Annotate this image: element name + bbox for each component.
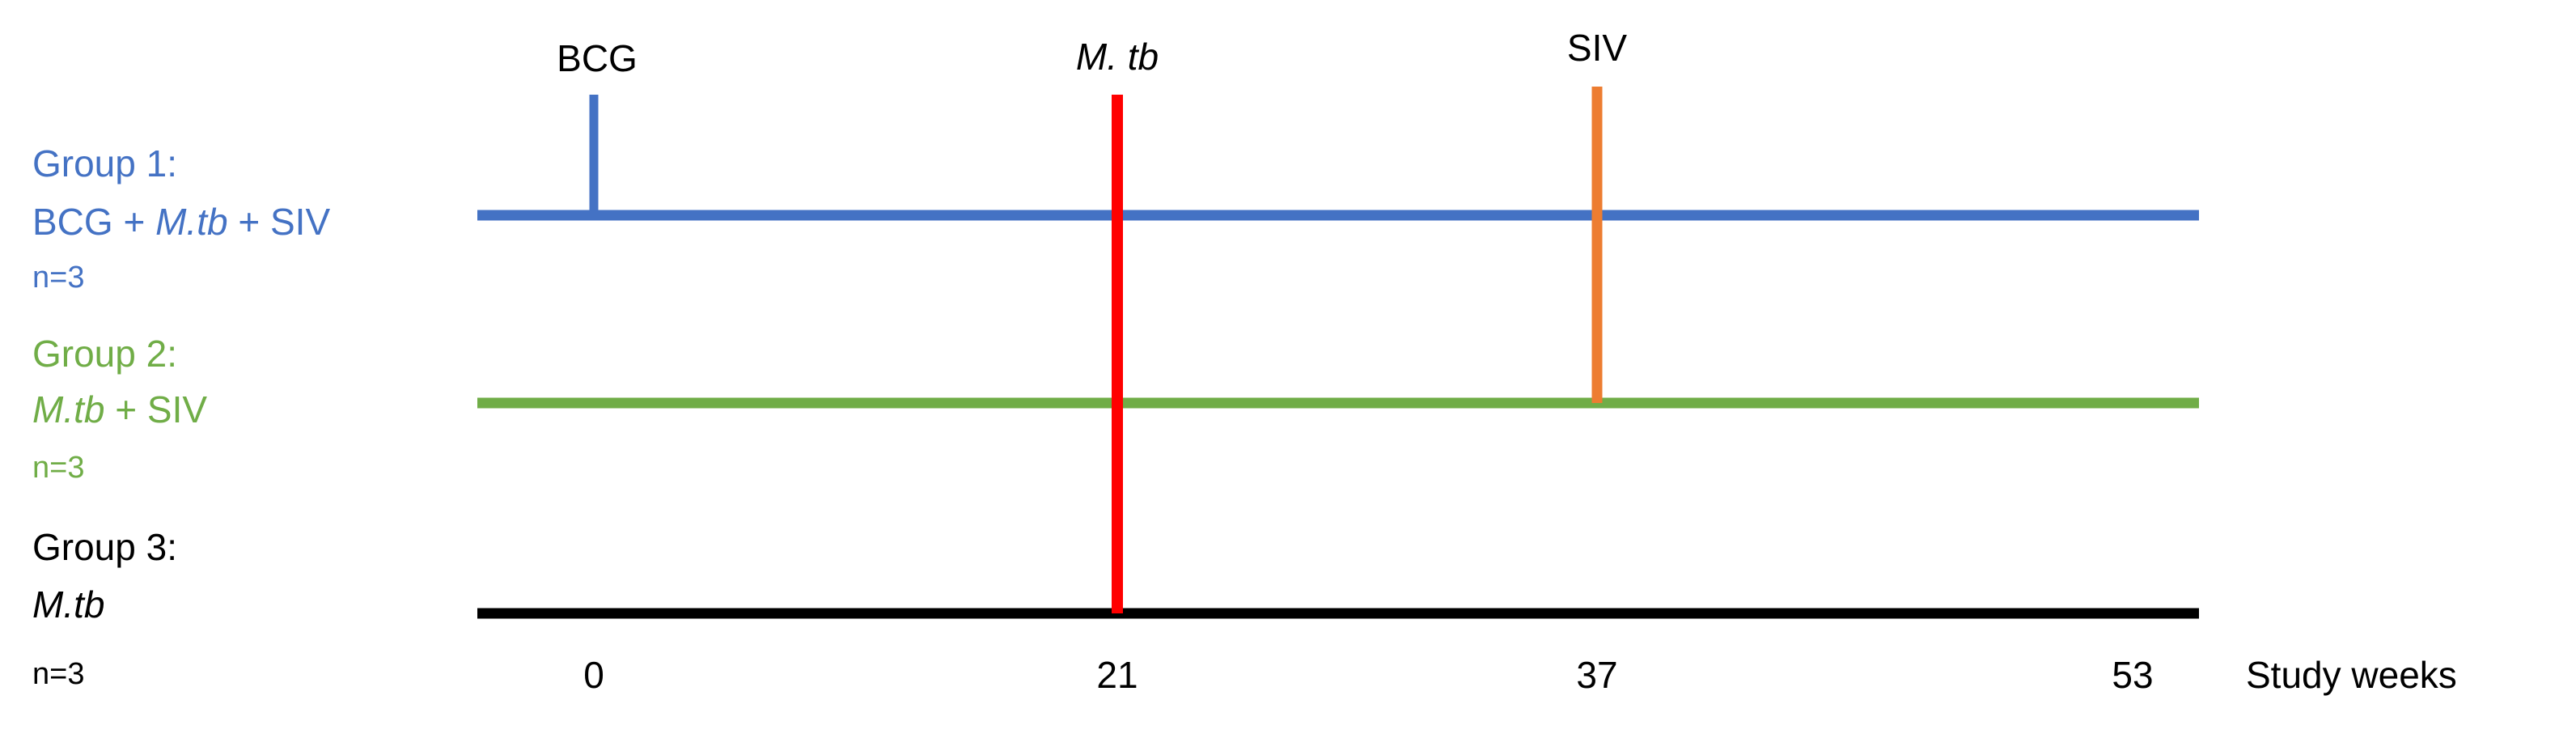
mtb-event-label: M. tb	[1076, 36, 1159, 78]
group-2-title: Group 2:	[32, 333, 177, 375]
axis-tick-53: 53	[2112, 654, 2153, 696]
axis-tick-21: 21	[1096, 654, 1138, 696]
group-1-title: Group 1:	[32, 142, 177, 184]
axis-tick-0: 0	[583, 654, 604, 696]
axis-unit-label: Study weeks	[2246, 654, 2457, 696]
group-2-regimen: M.tb + SIV	[32, 388, 207, 430]
axis-tick-37: 37	[1576, 654, 1617, 696]
group-2-n: n=3	[32, 451, 84, 485]
group-3-n: n=3	[32, 657, 84, 691]
group-3-title: Group 3:	[32, 526, 177, 568]
group-1-regimen: BCG + M.tb + SIV	[32, 201, 330, 243]
group-3-regimen: M.tb	[32, 583, 104, 626]
group-1-label: Group 1: BCG + M.tb + SIV n=3	[32, 142, 330, 295]
siv-event-label: SIV	[1567, 27, 1627, 69]
bcg-event-label: BCG	[557, 37, 638, 79]
group-3-label: Group 3: M.tb n=3	[32, 526, 177, 691]
group-1-n: n=3	[32, 261, 84, 295]
group-2-label: Group 2: M.tb + SIV n=3	[32, 333, 207, 485]
